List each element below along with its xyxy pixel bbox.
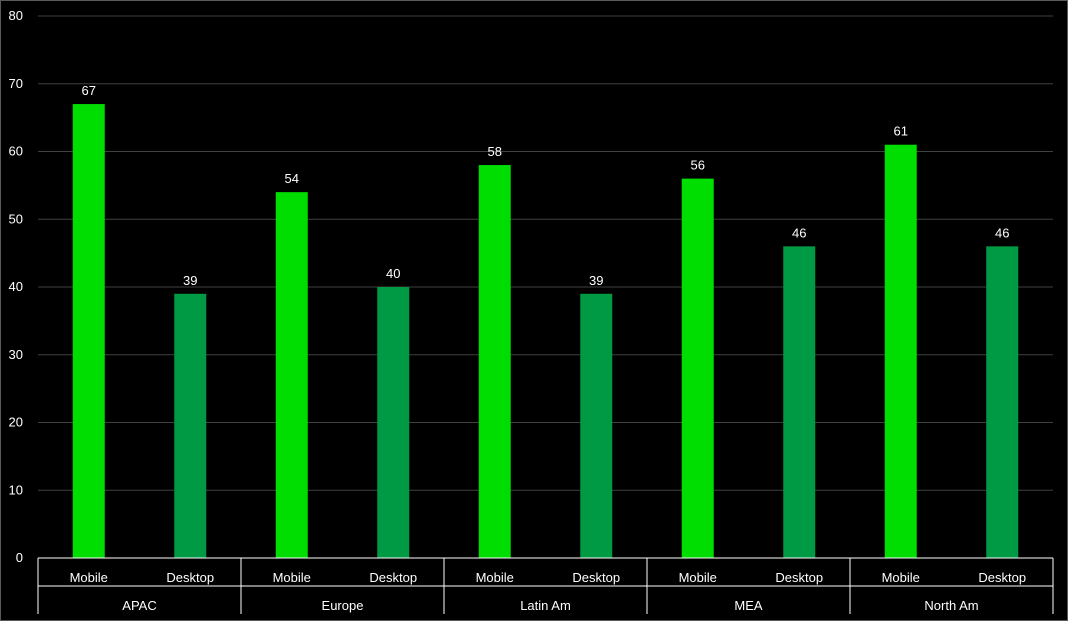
x-sub-label: Desktop bbox=[166, 570, 214, 585]
bar-mobile bbox=[884, 144, 917, 558]
x-sub-label: Desktop bbox=[369, 570, 417, 585]
bar-desktop bbox=[580, 293, 613, 558]
data-label: 46 bbox=[995, 225, 1009, 240]
y-tick-label: 20 bbox=[9, 415, 23, 430]
bar-desktop bbox=[174, 293, 207, 558]
x-group-label: APAC bbox=[122, 598, 156, 613]
x-sub-label: Mobile bbox=[476, 570, 514, 585]
data-label: 39 bbox=[589, 273, 603, 288]
bar-mobile bbox=[681, 178, 714, 558]
bar-desktop bbox=[377, 287, 410, 558]
x-sub-label: Desktop bbox=[978, 570, 1026, 585]
x-sub-label: Mobile bbox=[70, 570, 108, 585]
x-sub-label: Desktop bbox=[775, 570, 823, 585]
bar-desktop bbox=[986, 246, 1019, 558]
x-sub-label: Mobile bbox=[882, 570, 920, 585]
x-sub-label: Desktop bbox=[572, 570, 620, 585]
y-tick-label: 70 bbox=[9, 76, 23, 91]
data-label: 54 bbox=[285, 171, 299, 186]
bar-mobile bbox=[72, 104, 105, 558]
data-label: 61 bbox=[894, 124, 908, 139]
y-tick-label: 40 bbox=[9, 279, 23, 294]
data-label: 67 bbox=[82, 83, 96, 98]
x-sub-label: Mobile bbox=[273, 570, 311, 585]
y-tick-label: 60 bbox=[9, 144, 23, 159]
y-tick-label: 50 bbox=[9, 211, 23, 226]
y-tick-label: 80 bbox=[9, 8, 23, 23]
x-group-label: North Am bbox=[924, 598, 978, 613]
data-label: 58 bbox=[488, 144, 502, 159]
bar-mobile bbox=[275, 192, 308, 558]
data-label: 39 bbox=[183, 273, 197, 288]
data-label: 40 bbox=[386, 266, 400, 281]
y-tick-label: 10 bbox=[9, 482, 23, 497]
x-group-label: Latin Am bbox=[520, 598, 571, 613]
x-group-label: MEA bbox=[734, 598, 763, 613]
bar-mobile bbox=[478, 165, 511, 559]
data-label: 46 bbox=[792, 225, 806, 240]
y-tick-label: 30 bbox=[9, 347, 23, 362]
data-label: 56 bbox=[691, 158, 705, 173]
x-sub-label: Mobile bbox=[679, 570, 717, 585]
y-tick-label: 0 bbox=[16, 550, 23, 565]
bar-desktop bbox=[783, 246, 816, 558]
x-group-label: Europe bbox=[322, 598, 364, 613]
